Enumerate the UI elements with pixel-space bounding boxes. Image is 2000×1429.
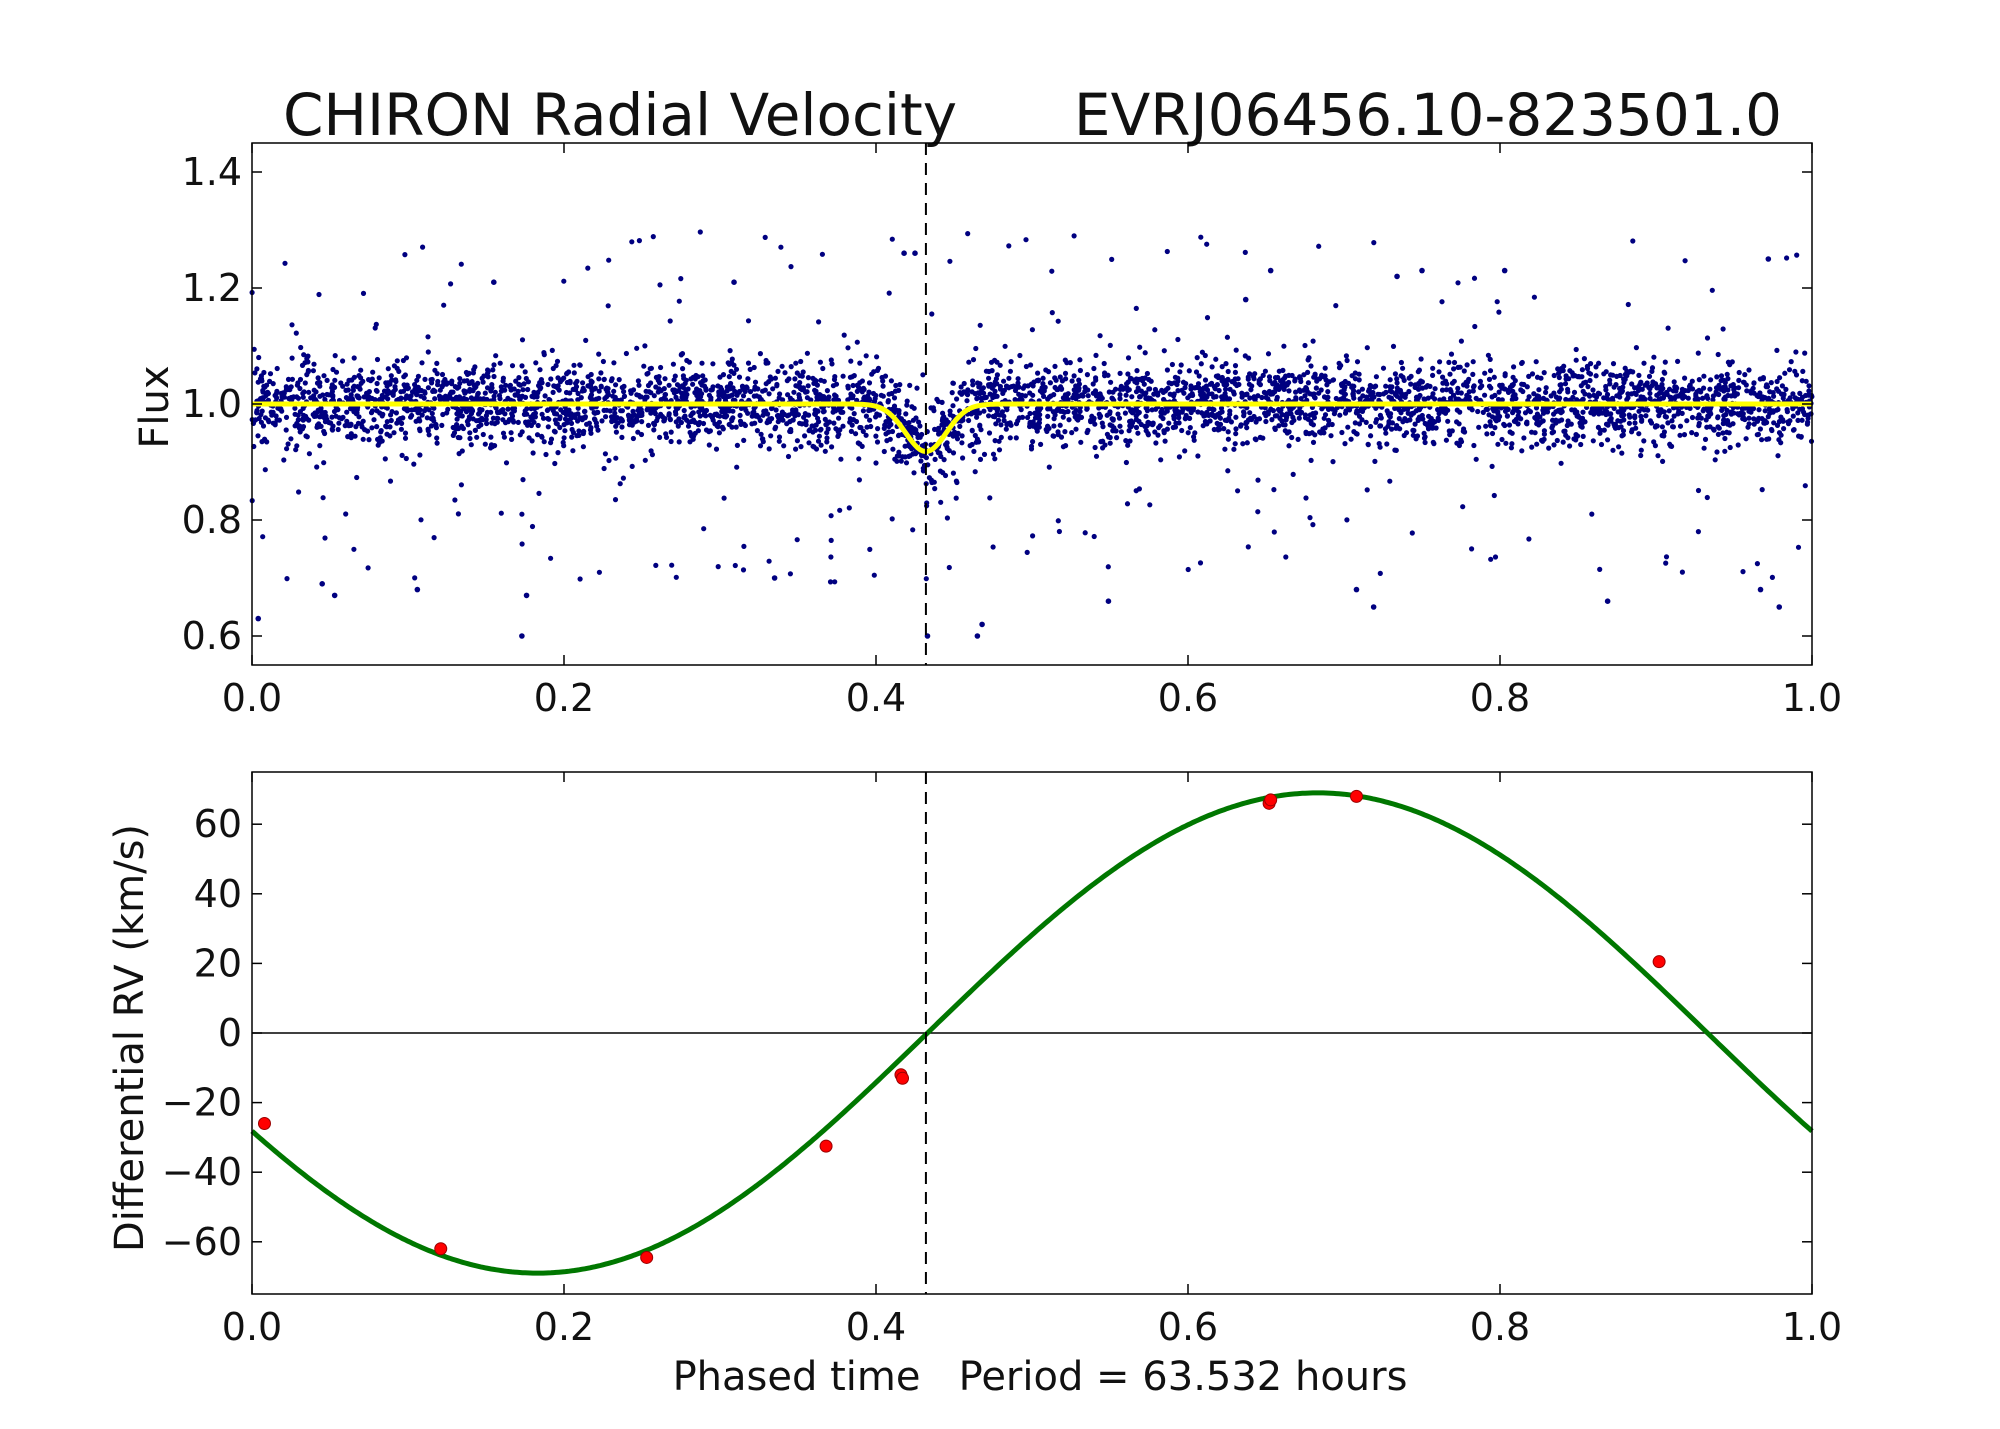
flux-outlier-point xyxy=(255,615,262,622)
rv-point xyxy=(1264,793,1278,807)
rv-point xyxy=(819,1139,833,1153)
flux-outlier-point xyxy=(331,592,338,599)
flux-outlier-point xyxy=(519,633,525,639)
flux-y-tick-label: 0.6 xyxy=(182,614,242,658)
flux-outlier-point xyxy=(901,250,907,256)
flux-y-tick-label: 0.8 xyxy=(182,498,242,542)
rv-point xyxy=(640,1250,654,1264)
flux-outlier-point xyxy=(1267,267,1274,274)
rv-point xyxy=(1652,955,1666,969)
rv-y-tick-label: 60 xyxy=(194,802,242,846)
flux-outlier-point xyxy=(974,633,981,639)
flux-scatter-series xyxy=(249,229,1815,585)
flux-x-tick-label: 0.8 xyxy=(1470,676,1530,720)
rv-points xyxy=(257,789,1666,1264)
flux-outlier-point xyxy=(1242,296,1249,303)
flux-panel: 0.0 0.2 0.4 0.6 0.8 1.0 0.6 0.8 1.0 1.2 1.4 Flux xyxy=(132,142,1842,720)
rv-fit-curve xyxy=(250,790,1814,1276)
flux-outlier-point xyxy=(523,592,530,599)
flux-x-tick-label: 0.6 xyxy=(1158,676,1218,720)
chart-title: CHIRON Radial Velocity xyxy=(283,81,957,149)
rv-y-tick-label: −20 xyxy=(162,1081,242,1125)
flux-outlier-points xyxy=(255,250,1783,639)
flux-outlier-point xyxy=(1757,586,1764,593)
flux-y-axis-label: Flux xyxy=(132,365,178,448)
rv-x-tick-label: 0.0 xyxy=(222,1305,282,1349)
rv-x-tick-label: 1.0 xyxy=(1782,1305,1842,1349)
rv-panel: 0.0 0.2 0.4 0.6 0.8 1.0 −60 −40 −20 0 20 40 60 Diff… xyxy=(107,771,1842,1400)
rv-point xyxy=(257,1116,271,1130)
flux-outlier-point xyxy=(731,279,737,286)
flux-outlier-point xyxy=(1604,598,1611,604)
flux-outlier-point xyxy=(1370,604,1377,610)
flux-x-tick-label: 1.0 xyxy=(1782,676,1842,720)
flux-x-tick-label: 0.4 xyxy=(846,676,906,720)
flux-outlier-point xyxy=(979,621,985,628)
object-name: EVRJ06456.10-823501.0 xyxy=(1074,81,1782,149)
rv-x-tick-label: 0.8 xyxy=(1470,1305,1530,1349)
rv-point xyxy=(434,1242,448,1256)
rv-y-tick-label: −60 xyxy=(162,1220,242,1264)
flux-y-tick-label: 1.4 xyxy=(182,150,242,194)
rv-x-ticks: 0.0 0.2 0.4 0.6 0.8 1.0 xyxy=(222,772,1842,1349)
flux-outlier-point xyxy=(1394,273,1400,280)
rv-y-tick-label: 20 xyxy=(194,941,242,985)
flux-y-ticks: 0.6 0.8 1.0 1.2 1.4 xyxy=(182,150,1812,658)
flux-outlier-point xyxy=(1765,256,1772,262)
flux-data-points xyxy=(249,229,1815,585)
flux-outlier-point xyxy=(1419,267,1425,274)
rv-point xyxy=(896,1071,910,1085)
rv-point xyxy=(1349,789,1363,803)
rv-x-axis-label: Phased time Period = 63.532 hours xyxy=(673,1354,1408,1400)
rv-y-axis-label: Differential RV (km/s) xyxy=(107,824,153,1252)
rv-x-tick-label: 0.2 xyxy=(534,1305,594,1349)
transit-model-line xyxy=(252,401,1812,455)
flux-outlier-point xyxy=(319,581,326,587)
flux-outlier-point xyxy=(1105,598,1112,604)
flux-outlier-point xyxy=(1501,267,1508,274)
flux-outlier-point xyxy=(1353,586,1360,593)
flux-outlier-point xyxy=(1776,604,1783,610)
rv-y-tick-label: 0 xyxy=(218,1011,242,1055)
flux-x-ticks: 0.0 0.2 0.4 0.6 0.8 1.0 xyxy=(222,143,1842,720)
flux-x-tick-label: 0.0 xyxy=(222,676,282,720)
flux-outlier-point xyxy=(414,586,421,593)
flux-outlier-point xyxy=(491,279,497,286)
flux-x-tick-label: 0.2 xyxy=(534,676,594,720)
rv-x-tick-label: 0.4 xyxy=(846,1305,906,1349)
rv-y-tick-label: 40 xyxy=(194,872,242,916)
flux-y-tick-label: 1.2 xyxy=(182,266,242,310)
rv-y-ticks: −60 −40 −20 0 20 40 60 xyxy=(162,802,1812,1264)
rv-x-tick-label: 0.6 xyxy=(1158,1305,1218,1349)
flux-outlier-point xyxy=(771,575,778,581)
flux-y-tick-label: 1.0 xyxy=(182,382,242,426)
rv-y-tick-label: −40 xyxy=(162,1150,242,1194)
flux-outlier-point xyxy=(912,250,918,256)
